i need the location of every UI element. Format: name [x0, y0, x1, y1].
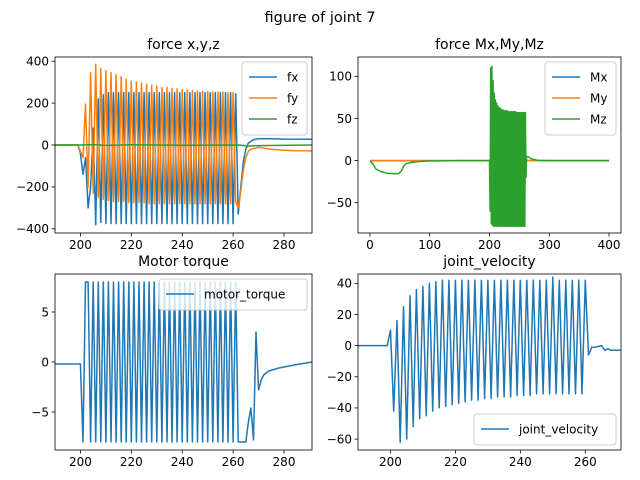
x-tick-label: 0 [366, 238, 374, 252]
legend: joint_velocity [473, 413, 617, 446]
y-tick-label: 5 [41, 305, 49, 319]
y-tick-label: −50 [327, 196, 352, 210]
y-tick-label: 40 [337, 277, 352, 291]
x-tick-label: 100 [418, 238, 441, 252]
y-tick-label: 50 [337, 112, 352, 126]
legend-label-motor_torque: motor_torque [204, 288, 285, 302]
legend-box [544, 61, 617, 136]
x-tick-label: 260 [222, 238, 245, 252]
figure-suptitle: figure of joint 7 [265, 10, 376, 26]
legend-label-My: My [590, 92, 607, 106]
x-tick-label: 280 [273, 455, 296, 469]
axes-frame [357, 273, 622, 451]
x-tick-label: 220 [444, 455, 467, 469]
series-line-fy [55, 63, 312, 209]
y-tick-label: 0 [344, 154, 352, 168]
subplot-title: Motor torque [138, 254, 229, 270]
x-tick-label: 220 [120, 238, 143, 252]
x-tick-label: 280 [273, 238, 296, 252]
y-tick-label: −60 [327, 432, 352, 446]
subplot-title: force x,y,z [147, 37, 220, 53]
subplot-1: 200 220 240 260 280 −400 −200 0 200 400 force x,y,… [16, 37, 313, 252]
subplot-3: 200 220 240 260 280 −5 0 5 Motor torque motor_tor… [31, 254, 313, 469]
legend-label-Mx: Mx [590, 71, 607, 85]
x-tick-label: 200 [379, 455, 402, 469]
series-line-Mz [369, 65, 609, 228]
x-tick-label: 240 [171, 238, 194, 252]
subplot-title: joint_velocity [442, 254, 535, 270]
legend-box [158, 278, 308, 311]
legend: motor_torque [158, 278, 308, 311]
y-tick-label: 200 [26, 96, 49, 110]
legend: fx fy fz [241, 61, 308, 136]
subplot-2: 0 100 200 300 400 −50 0 50 100 force Mx,My,Mz Mx My… [327, 37, 622, 252]
legend-label-fz: fz [287, 113, 298, 127]
y-tick-label: 0 [344, 339, 352, 353]
x-tick-label: 300 [538, 238, 561, 252]
x-tick-label: 260 [574, 455, 597, 469]
subplot-4: 200 220 240 260 −60 −40 −20 0 20 40 joint_velocity… [327, 254, 622, 469]
legend-label-joint_velocity: joint_velocity [518, 423, 598, 437]
x-tick-label: 240 [171, 455, 194, 469]
y-tick-label: 0 [41, 355, 49, 369]
series-line-motor_torque [55, 281, 312, 443]
legend-label-Mz: Mz [590, 113, 607, 127]
series-line-joint_velocity [358, 276, 621, 443]
y-tick-label: −20 [327, 370, 352, 384]
y-tick-label: −200 [16, 180, 49, 194]
legend-label-fx: fx [287, 71, 298, 85]
y-tick-label: −400 [16, 222, 49, 236]
x-tick-label: 200 [69, 238, 92, 252]
x-tick-label: 240 [509, 455, 532, 469]
x-tick-label: 200 [478, 238, 501, 252]
x-tick-label: 200 [69, 455, 92, 469]
subplot-title: force Mx,My,Mz [435, 37, 544, 53]
series-line-fz [55, 143, 312, 147]
y-tick-label: −40 [327, 401, 352, 415]
y-tick-label: −5 [31, 405, 49, 419]
x-tick-label: 400 [598, 238, 621, 252]
x-tick-label: 220 [120, 455, 143, 469]
y-tick-label: 100 [329, 70, 352, 84]
x-tick-label: 260 [222, 455, 245, 469]
y-tick-label: 0 [41, 138, 49, 152]
legend-label-fy: fy [287, 92, 298, 106]
legend: Mx My Mz [544, 61, 617, 136]
legend-box [473, 413, 617, 446]
y-tick-label: 20 [337, 308, 352, 322]
y-tick-label: 400 [26, 54, 49, 68]
